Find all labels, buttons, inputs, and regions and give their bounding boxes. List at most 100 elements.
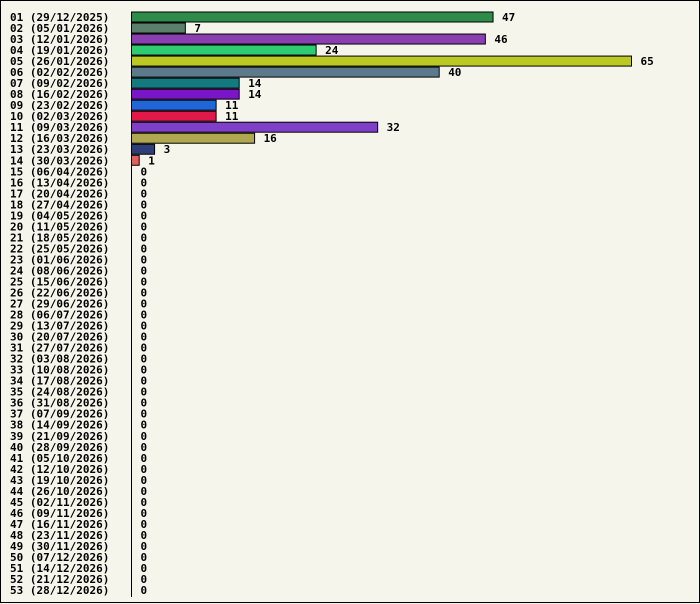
category-label: 40 (28/09/2026) <box>10 441 109 454</box>
category-label: 36 (31/08/2026) <box>10 397 109 410</box>
category-label: 28 (06/07/2026) <box>10 309 109 322</box>
value-label: 0 <box>141 397 148 410</box>
category-label: 29 (13/07/2026) <box>10 320 109 333</box>
value-label: 0 <box>141 507 148 520</box>
bar <box>131 121 379 133</box>
value-label: 0 <box>141 551 148 564</box>
value-label: 0 <box>141 187 148 200</box>
category-label: 06 (02/02/2026) <box>10 66 109 79</box>
bar <box>131 55 632 67</box>
value-label: 0 <box>141 331 148 344</box>
value-label: 0 <box>141 518 148 531</box>
category-label: 43 (19/10/2026) <box>10 474 109 487</box>
bar <box>131 77 240 89</box>
value-label: 46 <box>494 33 508 46</box>
category-label: 26 (22/06/2026) <box>10 287 109 300</box>
category-label: 52 (21/12/2026) <box>10 573 109 586</box>
category-label: 14 (30/03/2026) <box>10 154 109 167</box>
category-label: 09 (23/02/2026) <box>10 99 109 112</box>
category-label: 53 (28/12/2026) <box>10 584 109 597</box>
value-label: 0 <box>141 198 148 211</box>
bar <box>131 44 317 56</box>
value-label: 0 <box>141 298 148 311</box>
bar <box>131 33 486 45</box>
value-label: 47 <box>502 11 515 24</box>
value-label: 0 <box>141 408 148 421</box>
category-label: 48 (23/11/2026) <box>10 529 109 542</box>
category-label: 37 (07/09/2026) <box>10 408 109 421</box>
value-label: 3 <box>164 143 171 156</box>
category-label: 19 (04/05/2026) <box>10 209 109 222</box>
category-label: 07 (09/02/2026) <box>10 77 109 90</box>
category-label: 50 (07/12/2026) <box>10 551 109 564</box>
value-label: 0 <box>141 364 148 377</box>
value-label: 0 <box>141 342 148 355</box>
category-label: 34 (17/08/2026) <box>10 375 109 388</box>
category-label: 41 (05/10/2026) <box>10 452 109 465</box>
category-label: 49 (30/11/2026) <box>10 540 109 553</box>
category-label: 22 (25/05/2026) <box>10 242 109 255</box>
category-label: 02 (05/01/2026) <box>10 22 109 35</box>
category-label: 47 (16/11/2026) <box>10 518 109 531</box>
category-label: 31 (27/07/2026) <box>10 342 109 355</box>
value-label: 0 <box>141 540 148 553</box>
value-label: 0 <box>141 496 148 509</box>
bar <box>131 88 240 100</box>
bar <box>131 11 494 23</box>
value-label: 14 <box>248 77 262 90</box>
value-label: 0 <box>141 320 148 333</box>
value-label: 0 <box>141 573 148 586</box>
value-label: 0 <box>141 220 148 233</box>
value-label: 14 <box>248 88 262 101</box>
value-label: 0 <box>141 309 148 322</box>
value-label: 0 <box>141 441 148 454</box>
category-label: 23 (01/06/2026) <box>10 253 109 266</box>
category-label: 15 (06/04/2026) <box>10 165 109 178</box>
value-label: 0 <box>141 419 148 432</box>
category-label: 13 (23/03/2026) <box>10 143 109 156</box>
value-label: 0 <box>141 386 148 399</box>
category-label: 38 (14/09/2026) <box>10 419 109 432</box>
value-label: 0 <box>141 529 148 542</box>
value-label: 0 <box>141 474 148 487</box>
value-label: 0 <box>141 176 148 189</box>
category-label: 27 (29/06/2026) <box>10 298 109 311</box>
bar <box>131 99 217 111</box>
value-label: 7 <box>194 22 201 35</box>
value-label: 11 <box>225 99 239 112</box>
value-label: 0 <box>141 430 148 443</box>
bar <box>131 110 217 122</box>
value-label: 24 <box>325 44 339 57</box>
value-label: 0 <box>141 584 148 597</box>
value-label: 0 <box>141 463 148 476</box>
bar <box>131 132 256 144</box>
bar <box>131 22 186 34</box>
category-label: 08 (16/02/2026) <box>10 88 109 101</box>
value-label: 40 <box>448 66 461 79</box>
bar <box>131 154 140 166</box>
category-label: 01 (29/12/2025) <box>10 11 109 24</box>
value-label: 32 <box>387 121 400 134</box>
category-label: 32 (03/08/2026) <box>10 353 109 366</box>
category-label: 39 (21/09/2026) <box>10 430 109 443</box>
value-label: 65 <box>641 55 654 68</box>
value-label: 0 <box>141 275 148 288</box>
value-label: 0 <box>141 452 148 465</box>
value-label: 0 <box>141 264 148 277</box>
category-label: 44 (26/10/2026) <box>10 485 109 498</box>
category-label: 10 (02/03/2026) <box>10 110 109 123</box>
category-label: 18 (27/04/2026) <box>10 198 109 211</box>
category-label: 30 (20/07/2026) <box>10 331 109 344</box>
category-label: 11 (09/03/2026) <box>10 121 109 134</box>
value-label: 11 <box>225 110 239 123</box>
category-label: 20 (11/05/2026) <box>10 220 109 233</box>
bars <box>131 11 632 166</box>
category-label: 12 (16/03/2026) <box>10 132 109 145</box>
category-label: 17 (20/04/2026) <box>10 187 109 200</box>
value-labels: 4774624654014141111321631000000000000000… <box>141 11 654 597</box>
category-label: 25 (15/06/2026) <box>10 275 109 288</box>
bar <box>131 66 440 78</box>
category-label: 46 (09/11/2026) <box>10 507 109 520</box>
category-label: 45 (02/11/2026) <box>10 496 109 509</box>
category-label: 24 (08/06/2026) <box>10 264 109 277</box>
